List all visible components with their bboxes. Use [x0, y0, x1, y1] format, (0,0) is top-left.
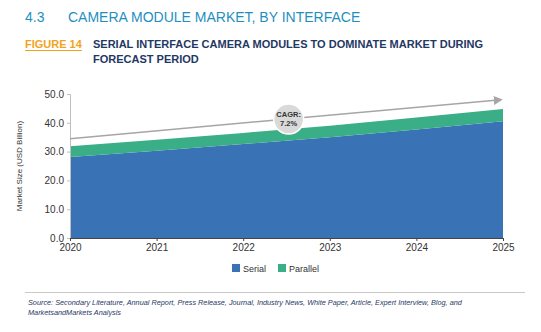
y-tick-label: 40.0	[45, 118, 65, 129]
y-tick-label: 10.0	[45, 204, 65, 215]
x-tick: 2023	[319, 238, 342, 253]
legend-swatch	[278, 264, 286, 272]
text-line: FORECAST PERIOD	[93, 53, 199, 65]
x-tick-mark	[157, 238, 158, 241]
subtitle: SERIAL INTERFACE CAMERA MODULES TO DOMIN…	[93, 38, 483, 65]
legend-swatch	[232, 264, 240, 272]
x-axis-line	[71, 239, 504, 242]
y-tick-mark	[67, 123, 70, 124]
cagr-text: 7.2%	[280, 119, 297, 128]
x-tick-label: 2022	[233, 242, 256, 253]
legend: Serial Parallel	[232, 264, 319, 274]
cagr-arrow	[70, 100, 501, 139]
y-tick-mark	[67, 238, 70, 239]
x-tick-mark	[416, 238, 417, 241]
y-tick-label: 20.0	[45, 175, 65, 186]
y-tick-mark	[67, 180, 70, 181]
chart: 4.3 CAMERA MODULE MARKET, BY INTERFACE FIG…	[0, 0, 541, 332]
x-tick: 2020	[59, 238, 82, 253]
y-tick-mark	[67, 94, 70, 95]
y-tick-label: 50.0	[45, 89, 65, 100]
x-tick: 2024	[406, 238, 429, 253]
text-line: MarketsandMarkets Analysis	[28, 308, 121, 317]
x-tick-label: 2020	[59, 242, 82, 253]
y-tick: 10.0	[45, 204, 70, 215]
y-tick: 50.0	[45, 89, 70, 100]
x-tick-label: 2025	[492, 242, 515, 253]
x-tick: 2022	[233, 238, 256, 253]
title: CAMERA MODULE MARKET, BY INTERFACE	[68, 9, 360, 25]
y-tick: 40.0	[45, 118, 70, 129]
x-tick-label: 2021	[146, 242, 169, 253]
x-tick-mark	[503, 238, 504, 241]
text-line: Source: Secondary Literature, Annual Rep…	[28, 298, 463, 307]
y-tick-mark	[67, 209, 70, 210]
y-axis-title: Market Size (USD Billion)	[15, 121, 24, 212]
separator	[25, 292, 525, 293]
text-line: SERIAL INTERFACE CAMERA MODULES TO DOMIN…	[93, 38, 483, 50]
legend-label: Serial	[243, 264, 266, 274]
x-tick-label: 2023	[319, 242, 342, 253]
x-tick-label: 2024	[406, 242, 429, 253]
figure-underline	[25, 50, 82, 51]
legend-item: Parallel	[278, 264, 319, 274]
x-tick-mark	[330, 238, 331, 241]
y-axis: 0.010.020.030.040.050.0	[45, 89, 71, 244]
y-tick-mark	[67, 152, 70, 153]
y-axis-line	[67, 95, 71, 239]
x-tick-mark	[70, 238, 71, 241]
legend-label: Parallel	[289, 264, 319, 274]
y-tick: 30.0	[45, 146, 70, 157]
x-axis: 2020 2021 2022 2023 2024 2025	[59, 238, 515, 253]
cagr-text: CAGR:	[276, 110, 301, 119]
y-tick: 20.0	[45, 175, 70, 186]
figure-label: FIGURE 14	[25, 38, 83, 50]
section-number: 4.3	[25, 9, 45, 25]
x-tick-mark	[243, 238, 244, 241]
x-tick: 2021	[146, 238, 169, 253]
source: Source: Secondary Literature, Annual Rep…	[28, 298, 463, 317]
legend-item: Serial	[232, 264, 266, 274]
cagr-badge	[274, 104, 304, 134]
y-tick-label: 30.0	[45, 146, 65, 157]
x-tick: 2025	[492, 238, 515, 253]
